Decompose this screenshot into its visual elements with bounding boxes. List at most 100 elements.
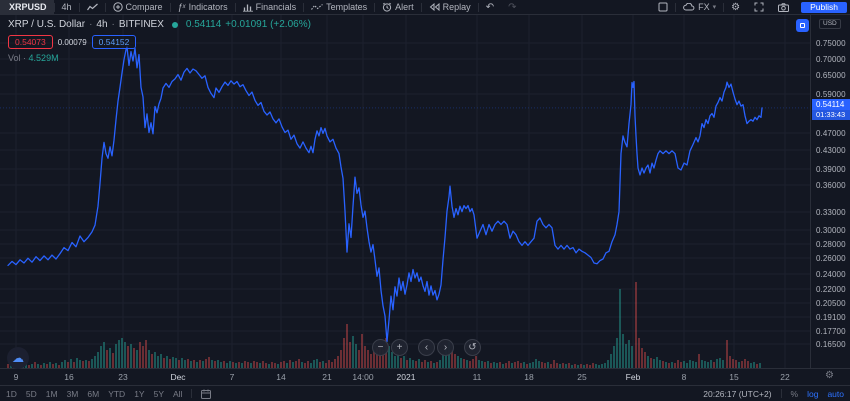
range-button-5y[interactable]: 5Y bbox=[153, 388, 164, 399]
volume-bar bbox=[722, 360, 724, 368]
range-button-5d[interactable]: 5D bbox=[25, 388, 37, 399]
fullscreen-button[interactable] bbox=[747, 0, 771, 14]
log-scale-button[interactable]: log bbox=[807, 388, 819, 399]
volume-bar bbox=[211, 360, 213, 368]
range-button-1m[interactable]: 1M bbox=[45, 388, 58, 399]
bid-price-chip[interactable]: 0.54073 bbox=[8, 35, 53, 49]
financials-button[interactable]: Financials bbox=[236, 0, 304, 14]
volume-bar bbox=[358, 350, 360, 368]
publish-button[interactable]: Publish bbox=[801, 1, 847, 13]
volume-bar bbox=[121, 338, 123, 368]
redo-button[interactable]: ↷ bbox=[501, 0, 523, 14]
volume-bar bbox=[508, 361, 510, 368]
alert-button[interactable]: Alert bbox=[375, 0, 421, 14]
last-price-badge: 0.54114 01:33:43 bbox=[812, 98, 850, 120]
scroll-right-button[interactable]: › bbox=[437, 339, 454, 356]
range-button-ytd[interactable]: YTD bbox=[108, 388, 126, 399]
zoom-in-button[interactable]: + bbox=[391, 339, 408, 356]
cloud-sync-button[interactable]: ☁ bbox=[7, 347, 29, 369]
volume-bar bbox=[535, 359, 537, 368]
axis-settings-gear-icon[interactable]: ⚙ bbox=[825, 370, 834, 381]
currency-unit-chip[interactable]: USD bbox=[819, 19, 841, 29]
time-axis-label: 14:00 bbox=[352, 372, 374, 382]
compare-button[interactable]: Compare bbox=[106, 0, 170, 14]
scroll-left-button[interactable]: ‹ bbox=[418, 339, 435, 356]
volume-bar bbox=[638, 338, 640, 368]
volume-bar bbox=[295, 361, 297, 368]
publish-label: Publish bbox=[810, 1, 838, 12]
price-axis-label: 0.30000 bbox=[816, 226, 846, 235]
volume-bar bbox=[481, 361, 483, 368]
chart-type-button[interactable] bbox=[80, 0, 105, 14]
zoom-out-button[interactable]: − bbox=[372, 339, 389, 356]
ask-price-chip[interactable]: 0.54152 bbox=[91, 35, 137, 49]
volume-bar bbox=[370, 354, 372, 368]
legend-interval: 4h bbox=[96, 19, 108, 30]
alarm-clock-icon bbox=[382, 2, 392, 12]
camera-icon bbox=[778, 2, 790, 12]
axis-settings-group: 20:26:17 (UTC+2) % log auto bbox=[703, 389, 844, 399]
line-chart-icon bbox=[86, 3, 98, 12]
volume-bar bbox=[613, 346, 615, 368]
volume-bar bbox=[478, 360, 480, 368]
volume-row[interactable]: Vol · 4.529M bbox=[8, 53, 311, 63]
symbol-search-button[interactable]: XRPUSD bbox=[0, 0, 54, 14]
reset-chart-button[interactable]: ↺ bbox=[464, 339, 481, 356]
percent-scale-button[interactable]: % bbox=[790, 388, 799, 399]
volume-bar bbox=[644, 352, 646, 368]
legend-title-row[interactable]: XRP / U.S. Dollar · 4h · BITFINEX 0.5411… bbox=[8, 19, 311, 30]
volume-bar bbox=[202, 361, 204, 368]
cloud-layout-dropdown[interactable]: FX ▾ bbox=[676, 0, 723, 14]
range-button-1y[interactable]: 1Y bbox=[134, 388, 145, 399]
interval-button[interactable]: 4h bbox=[55, 0, 79, 14]
price-axis-label: 0.22000 bbox=[816, 285, 846, 294]
auto-scale-button[interactable]: auto bbox=[827, 388, 844, 399]
snapshot-button[interactable] bbox=[771, 0, 796, 14]
undo-button[interactable]: ↶ bbox=[479, 0, 501, 14]
time-axis[interactable]: 9 16 23 Dec 7 14 21 14:00 2021 11 18 25 Feb 8 15 22 bbox=[0, 368, 850, 385]
time-axis-label: 18 bbox=[524, 372, 534, 382]
toolbar-divider bbox=[780, 389, 782, 398]
volume-bar bbox=[367, 350, 369, 368]
layout-button[interactable] bbox=[651, 0, 675, 14]
toolbar-divider bbox=[234, 2, 236, 12]
range-button-6m[interactable]: 6M bbox=[87, 388, 100, 399]
volume-bar bbox=[747, 361, 749, 368]
volume-bar bbox=[181, 358, 183, 368]
price-axis-label: 0.43000 bbox=[816, 146, 846, 155]
range-button-3m[interactable]: 3M bbox=[66, 388, 79, 399]
volume-bar bbox=[298, 359, 300, 368]
volume-bar bbox=[487, 361, 489, 368]
maximize-pane-button[interactable] bbox=[796, 19, 809, 32]
go-to-date-icon[interactable] bbox=[201, 389, 212, 399]
price-axis[interactable]: USD 0.75000 0.70000 0.65000 0.59000 0.47000 0… bbox=[810, 15, 850, 385]
replay-button[interactable]: Replay bbox=[422, 0, 478, 14]
volume-bar bbox=[160, 354, 162, 368]
volume-bar bbox=[415, 361, 417, 368]
replay-label: Replay bbox=[442, 2, 471, 12]
toolbar-divider bbox=[477, 2, 479, 12]
toolbar-divider bbox=[169, 2, 171, 12]
price-axis-label: 0.59000 bbox=[816, 90, 846, 99]
range-button-all[interactable]: All bbox=[173, 388, 183, 399]
clock-timezone[interactable]: 20:26:17 (UTC+2) bbox=[703, 388, 772, 399]
time-axis-label: 21 bbox=[322, 372, 332, 382]
symbol-description: XRP / U.S. Dollar bbox=[8, 19, 86, 30]
time-axis-label: 7 bbox=[229, 372, 235, 382]
price-axis-label: 0.39000 bbox=[816, 165, 846, 174]
range-button-1d[interactable]: 1D bbox=[6, 388, 17, 399]
volume-bar bbox=[109, 348, 111, 368]
templates-button[interactable]: Templates bbox=[304, 0, 374, 14]
bar-countdown: 01:33:43 bbox=[812, 109, 850, 120]
toolbar-divider bbox=[374, 2, 376, 12]
volume-bar bbox=[439, 360, 441, 368]
price-axis-label: 0.19100 bbox=[816, 313, 846, 322]
settings-button[interactable]: ⚙ bbox=[724, 0, 747, 14]
volume-bar bbox=[208, 357, 210, 368]
toolbar-divider bbox=[78, 2, 80, 12]
volume-bar bbox=[229, 361, 231, 368]
volume-bar bbox=[716, 359, 718, 368]
volume-bar bbox=[103, 342, 105, 368]
